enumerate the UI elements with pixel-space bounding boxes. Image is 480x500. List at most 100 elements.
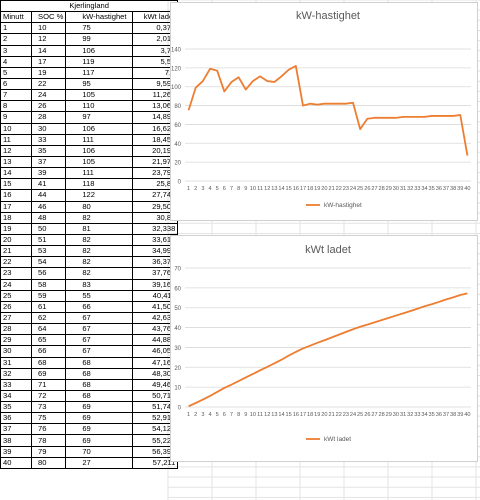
cell-kw[interactable]: 67: [65, 311, 134, 325]
cell-minutt[interactable]: 35: [0, 401, 32, 414]
cell-minutt[interactable]: 6: [0, 77, 32, 91]
cell-minutt[interactable]: 9: [0, 111, 32, 124]
cell-minutt[interactable]: 2: [0, 33, 32, 46]
cell-kwt[interactable]: 21,978: [132, 155, 179, 169]
chart-kw-hastighet[interactable]: kW-hastighet 0 20 40 60 80 100 120 140 1 2 3 4 5 6 7 8 9 1…: [170, 2, 478, 221]
cell-kw[interactable]: 70: [65, 445, 134, 458]
cell-kw[interactable]: 68: [65, 389, 134, 403]
cell-minutt[interactable]: 12: [0, 144, 32, 157]
cell-kw[interactable]: 82: [65, 256, 134, 269]
cell-soc[interactable]: 35: [30, 144, 67, 157]
cell-soc[interactable]: 50: [30, 222, 67, 235]
cell-kw[interactable]: 75: [65, 22, 134, 35]
cell-minutt[interactable]: 4: [0, 55, 32, 68]
cell-minutt[interactable]: 27: [0, 311, 32, 325]
cell-soc[interactable]: 51: [30, 233, 67, 247]
cell-kw[interactable]: 111: [65, 167, 134, 180]
cell-soc[interactable]: 73: [30, 401, 67, 414]
cell-kw[interactable]: 122: [65, 189, 134, 202]
cell-soc[interactable]: 14: [30, 44, 67, 57]
cell-kw[interactable]: 95: [65, 77, 134, 91]
cell-soc[interactable]: 62: [30, 311, 67, 325]
cell-kw[interactable]: 67: [65, 323, 134, 336]
cell-kw[interactable]: 81: [65, 222, 134, 235]
cell-minutt[interactable]: 23: [0, 267, 32, 280]
cell-kw[interactable]: 106: [65, 122, 134, 135]
cell-soc[interactable]: 33: [30, 133, 67, 146]
header-cell-minutt[interactable]: Minutt: [0, 11, 32, 24]
cell-minutt[interactable]: 34: [0, 389, 32, 403]
cell-minutt[interactable]: 24: [0, 278, 32, 291]
cell-soc[interactable]: 30: [30, 122, 67, 135]
cell-kwt[interactable]: 32,338: [132, 222, 179, 235]
cell-minutt[interactable]: 19: [0, 222, 32, 235]
cell-minutt[interactable]: 22: [0, 256, 32, 269]
cell-minutt[interactable]: 18: [0, 211, 32, 224]
cell-soc[interactable]: 69: [30, 367, 67, 380]
header-cell-kw[interactable]: kW-hastighet: [65, 11, 134, 24]
cell-soc[interactable]: 48: [30, 211, 67, 224]
cell-soc[interactable]: 68: [30, 356, 67, 369]
cell-kwt[interactable]: 29,504: [132, 200, 179, 213]
cell-minutt[interactable]: 30: [0, 345, 32, 358]
cell-soc[interactable]: 58: [30, 278, 67, 291]
cell-minutt[interactable]: 7: [0, 89, 32, 102]
cell-minutt[interactable]: 39: [0, 445, 32, 458]
cell-minutt[interactable]: 32: [0, 367, 32, 380]
cell-kw[interactable]: 69: [65, 412, 134, 425]
cell-kw[interactable]: 69: [65, 434, 134, 447]
cell-kw[interactable]: 27: [65, 456, 134, 469]
chart-kwt-ladet[interactable]: kWt ladet 0 10 20 30 40 50 60 70 1 2 3 4 5 6 7 8 9 10 11 12 1…: [170, 235, 478, 462]
cell-soc[interactable]: 37: [30, 155, 67, 169]
table-title[interactable]: Kjerlingland: [0, 0, 179, 13]
cell-kw[interactable]: 105: [65, 155, 134, 169]
cell-minutt[interactable]: 26: [0, 300, 32, 313]
cell-minutt[interactable]: 5: [0, 66, 32, 79]
cell-kw[interactable]: 82: [65, 245, 134, 258]
cell-soc[interactable]: 65: [30, 334, 67, 347]
cell-soc[interactable]: 26: [30, 100, 67, 113]
cell-kw[interactable]: 68: [65, 378, 134, 391]
cell-soc[interactable]: 12: [30, 33, 67, 46]
cell-kw[interactable]: 119: [65, 55, 134, 68]
cell-kw[interactable]: 69: [65, 423, 134, 436]
cell-minutt[interactable]: 36: [0, 412, 32, 425]
cell-kw[interactable]: 105: [65, 89, 134, 102]
cell-minutt[interactable]: 17: [0, 200, 32, 213]
cell-soc[interactable]: 56: [30, 267, 67, 280]
cell-kw[interactable]: 55: [65, 289, 134, 302]
cell-soc[interactable]: 22: [30, 77, 67, 91]
cell-minutt[interactable]: 20: [0, 233, 32, 247]
cell-kw[interactable]: 82: [65, 211, 134, 224]
cell-kw[interactable]: 118: [65, 178, 134, 191]
cell-kw[interactable]: 111: [65, 133, 134, 146]
cell-kwt[interactable]: 18,456: [132, 133, 179, 146]
cell-minutt[interactable]: 28: [0, 323, 32, 336]
cell-soc[interactable]: 64: [30, 323, 67, 336]
cell-kw[interactable]: 68: [65, 356, 134, 369]
cell-kw[interactable]: 83: [65, 278, 134, 291]
cell-minutt[interactable]: 33: [0, 378, 32, 391]
cell-soc[interactable]: 28: [30, 111, 67, 124]
cell-minutt[interactable]: 10: [0, 122, 32, 135]
cell-soc[interactable]: 53: [30, 245, 67, 258]
cell-soc[interactable]: 17: [30, 55, 67, 68]
cell-kw[interactable]: 67: [65, 345, 134, 358]
cell-soc[interactable]: 24: [30, 89, 67, 102]
cell-minutt[interactable]: 15: [0, 178, 32, 191]
cell-minutt[interactable]: 13: [0, 155, 32, 169]
cell-kw[interactable]: 67: [65, 334, 134, 347]
cell-minutt[interactable]: 16: [0, 189, 32, 202]
cell-kw[interactable]: 66: [65, 300, 134, 313]
cell-kw[interactable]: 106: [65, 144, 134, 157]
cell-soc[interactable]: 72: [30, 389, 67, 403]
cell-kw[interactable]: 82: [65, 233, 134, 247]
cell-minutt[interactable]: 21: [0, 245, 32, 258]
cell-soc[interactable]: 10: [30, 22, 67, 35]
cell-soc[interactable]: 78: [30, 434, 67, 447]
cell-soc[interactable]: 66: [30, 345, 67, 358]
cell-soc[interactable]: 39: [30, 167, 67, 180]
cell-minutt[interactable]: 38: [0, 434, 32, 447]
cell-minutt[interactable]: 14: [0, 167, 32, 180]
cell-kw[interactable]: 68: [65, 367, 134, 380]
